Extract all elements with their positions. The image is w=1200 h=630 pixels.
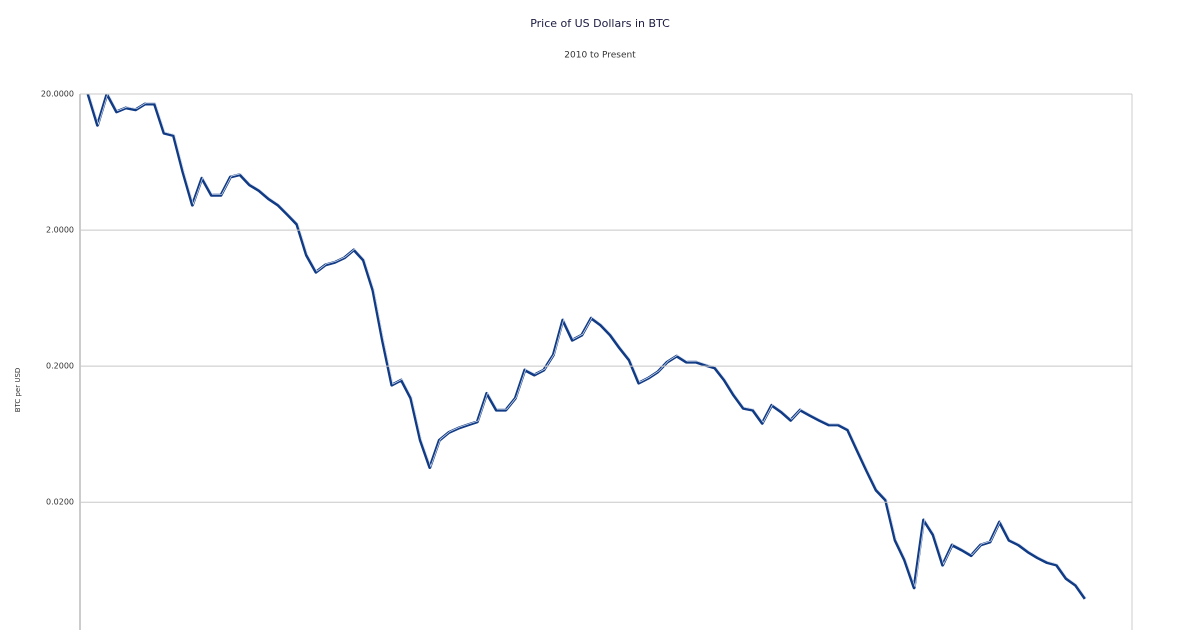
chart-title: Price of US Dollars in BTC — [530, 17, 670, 30]
y-tick-label: 20.0000 — [41, 90, 74, 99]
price-line — [86, 94, 1087, 600]
y-tick-label: 0.0200 — [46, 498, 74, 507]
chart-subtitle: 2010 to Present — [564, 51, 636, 61]
y-tick-label: 0.2000 — [46, 362, 74, 371]
plot-area — [86, 94, 1087, 600]
price-line-highlight — [88, 94, 1087, 599]
y-axis-label: BTC per USD — [14, 368, 22, 413]
y-tick-label: 2.0000 — [46, 226, 74, 235]
